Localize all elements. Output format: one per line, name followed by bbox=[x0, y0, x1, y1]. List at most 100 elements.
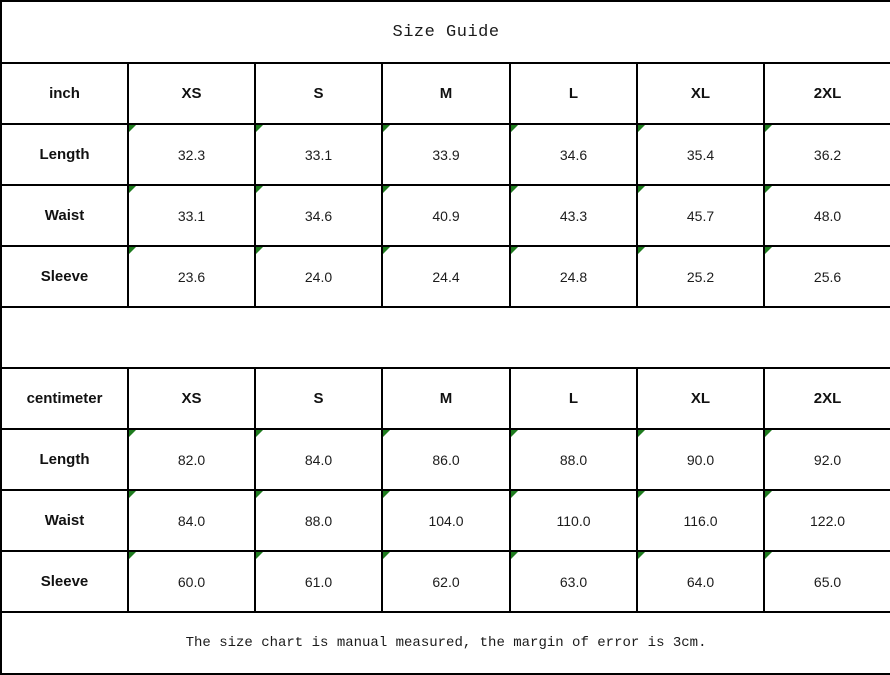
size-header-2xl: 2XL bbox=[762, 62, 890, 125]
flag-triangle-icon bbox=[512, 126, 518, 132]
cell-value: 35.4 bbox=[686, 146, 715, 163]
size-header-l: L bbox=[509, 62, 638, 125]
flag-triangle-icon bbox=[639, 187, 645, 193]
table-cell: 62.0 bbox=[381, 550, 511, 613]
cell-value: 24.0 bbox=[304, 268, 333, 285]
flag-triangle-icon bbox=[257, 187, 263, 193]
size-header-l: L bbox=[509, 367, 638, 430]
table-row: Length 82.0 84.0 86.0 88.0 90.0 92.0 bbox=[0, 428, 890, 491]
table-row: Sleeve 60.0 61.0 62.0 63.0 64.0 65.0 bbox=[0, 550, 890, 613]
table-cell: 65.0 bbox=[762, 550, 890, 613]
table-cell: 88.0 bbox=[509, 428, 638, 491]
cell-value: 92.0 bbox=[813, 451, 842, 468]
row-label-sleeve: Sleeve bbox=[0, 550, 129, 613]
cell-value: 84.0 bbox=[177, 512, 206, 529]
row-label-length: Length bbox=[0, 428, 129, 491]
flag-triangle-icon bbox=[639, 431, 645, 437]
cell-value: 33.1 bbox=[177, 207, 206, 224]
table-cell: 84.0 bbox=[127, 489, 256, 552]
cell-value: 64.0 bbox=[686, 573, 715, 590]
size-header-xs: XS bbox=[127, 62, 256, 125]
row-label-waist: Waist bbox=[0, 489, 129, 552]
cell-value: 62.0 bbox=[432, 573, 460, 590]
cell-value: 40.9 bbox=[432, 207, 460, 224]
cm-header-row: centimeter XS S M L XL 2XL bbox=[0, 367, 890, 430]
table-row: Length 32.3 33.1 33.9 34.6 35.4 36.2 bbox=[0, 123, 890, 186]
table-row: Waist 33.1 34.6 40.9 43.3 45.7 48.0 bbox=[0, 184, 890, 247]
table-cell: 23.6 bbox=[127, 245, 256, 308]
cell-value: 60.0 bbox=[177, 573, 206, 590]
table-cell: 82.0 bbox=[127, 428, 256, 491]
table-cell: 24.8 bbox=[509, 245, 638, 308]
table-cell: 36.2 bbox=[762, 123, 890, 186]
footer-row: The size chart is manual measured, the m… bbox=[0, 611, 890, 675]
flag-triangle-icon bbox=[257, 126, 263, 132]
flag-triangle-icon bbox=[766, 187, 772, 193]
size-header-m: M bbox=[381, 367, 511, 430]
cell-value: 88.0 bbox=[559, 451, 588, 468]
table-cell: 24.0 bbox=[254, 245, 383, 308]
cell-value: 45.7 bbox=[686, 207, 715, 224]
flag-triangle-icon bbox=[639, 553, 645, 559]
spacer-row bbox=[0, 306, 890, 369]
flag-triangle-icon bbox=[639, 126, 645, 132]
size-header-xl: XL bbox=[636, 62, 765, 125]
flag-triangle-icon bbox=[766, 126, 772, 132]
flag-triangle-icon bbox=[257, 553, 263, 559]
page-title: Size Guide bbox=[0, 0, 890, 64]
spacer-cell bbox=[0, 306, 890, 369]
size-header-xs: XS bbox=[127, 367, 256, 430]
flag-triangle-icon bbox=[766, 492, 772, 498]
table-cell: 34.6 bbox=[509, 123, 638, 186]
table-cell: 63.0 bbox=[509, 550, 638, 613]
cell-value: 116.0 bbox=[683, 512, 718, 529]
cell-value: 90.0 bbox=[686, 451, 715, 468]
cell-value: 86.0 bbox=[432, 451, 460, 468]
flag-triangle-icon bbox=[130, 431, 136, 437]
cell-value: 33.9 bbox=[432, 146, 460, 163]
cell-value: 33.1 bbox=[304, 146, 333, 163]
table-cell: 122.0 bbox=[762, 489, 890, 552]
flag-triangle-icon bbox=[130, 492, 136, 498]
cell-value: 88.0 bbox=[304, 512, 333, 529]
cell-value: 65.0 bbox=[813, 573, 842, 590]
cell-value: 24.4 bbox=[432, 268, 460, 285]
table-cell: 110.0 bbox=[509, 489, 638, 552]
table-cell: 45.7 bbox=[636, 184, 765, 247]
size-header-m: M bbox=[381, 62, 511, 125]
flag-triangle-icon bbox=[257, 492, 263, 498]
cell-value: 23.6 bbox=[177, 268, 206, 285]
title-row: Size Guide bbox=[0, 0, 890, 64]
cell-value: 48.0 bbox=[813, 207, 842, 224]
table-cell: 90.0 bbox=[636, 428, 765, 491]
cell-value: 82.0 bbox=[177, 451, 206, 468]
table-cell: 84.0 bbox=[254, 428, 383, 491]
table-cell: 33.1 bbox=[254, 123, 383, 186]
flag-triangle-icon bbox=[384, 248, 390, 254]
table-cell: 61.0 bbox=[254, 550, 383, 613]
table-cell: 48.0 bbox=[762, 184, 890, 247]
table-cell: 104.0 bbox=[381, 489, 511, 552]
cell-value: 110.0 bbox=[556, 512, 591, 529]
table-row: Sleeve 23.6 24.0 24.4 24.8 25.2 25.6 bbox=[0, 245, 890, 308]
cell-value: 104.0 bbox=[428, 512, 464, 529]
table-cell: 34.6 bbox=[254, 184, 383, 247]
size-header-2xl: 2XL bbox=[762, 367, 890, 430]
flag-triangle-icon bbox=[257, 431, 263, 437]
cell-value: 43.3 bbox=[559, 207, 588, 224]
table-cell: 40.9 bbox=[381, 184, 511, 247]
table-cell: 25.6 bbox=[762, 245, 890, 308]
table-cell: 92.0 bbox=[762, 428, 890, 491]
flag-triangle-icon bbox=[639, 248, 645, 254]
flag-triangle-icon bbox=[384, 553, 390, 559]
cell-value: 24.8 bbox=[559, 268, 588, 285]
table-cell: 24.4 bbox=[381, 245, 511, 308]
table-cell: 86.0 bbox=[381, 428, 511, 491]
flag-triangle-icon bbox=[766, 553, 772, 559]
cell-value: 36.2 bbox=[813, 146, 842, 163]
table-cell: 60.0 bbox=[127, 550, 256, 613]
flag-triangle-icon bbox=[512, 492, 518, 498]
table-cell: 33.9 bbox=[381, 123, 511, 186]
